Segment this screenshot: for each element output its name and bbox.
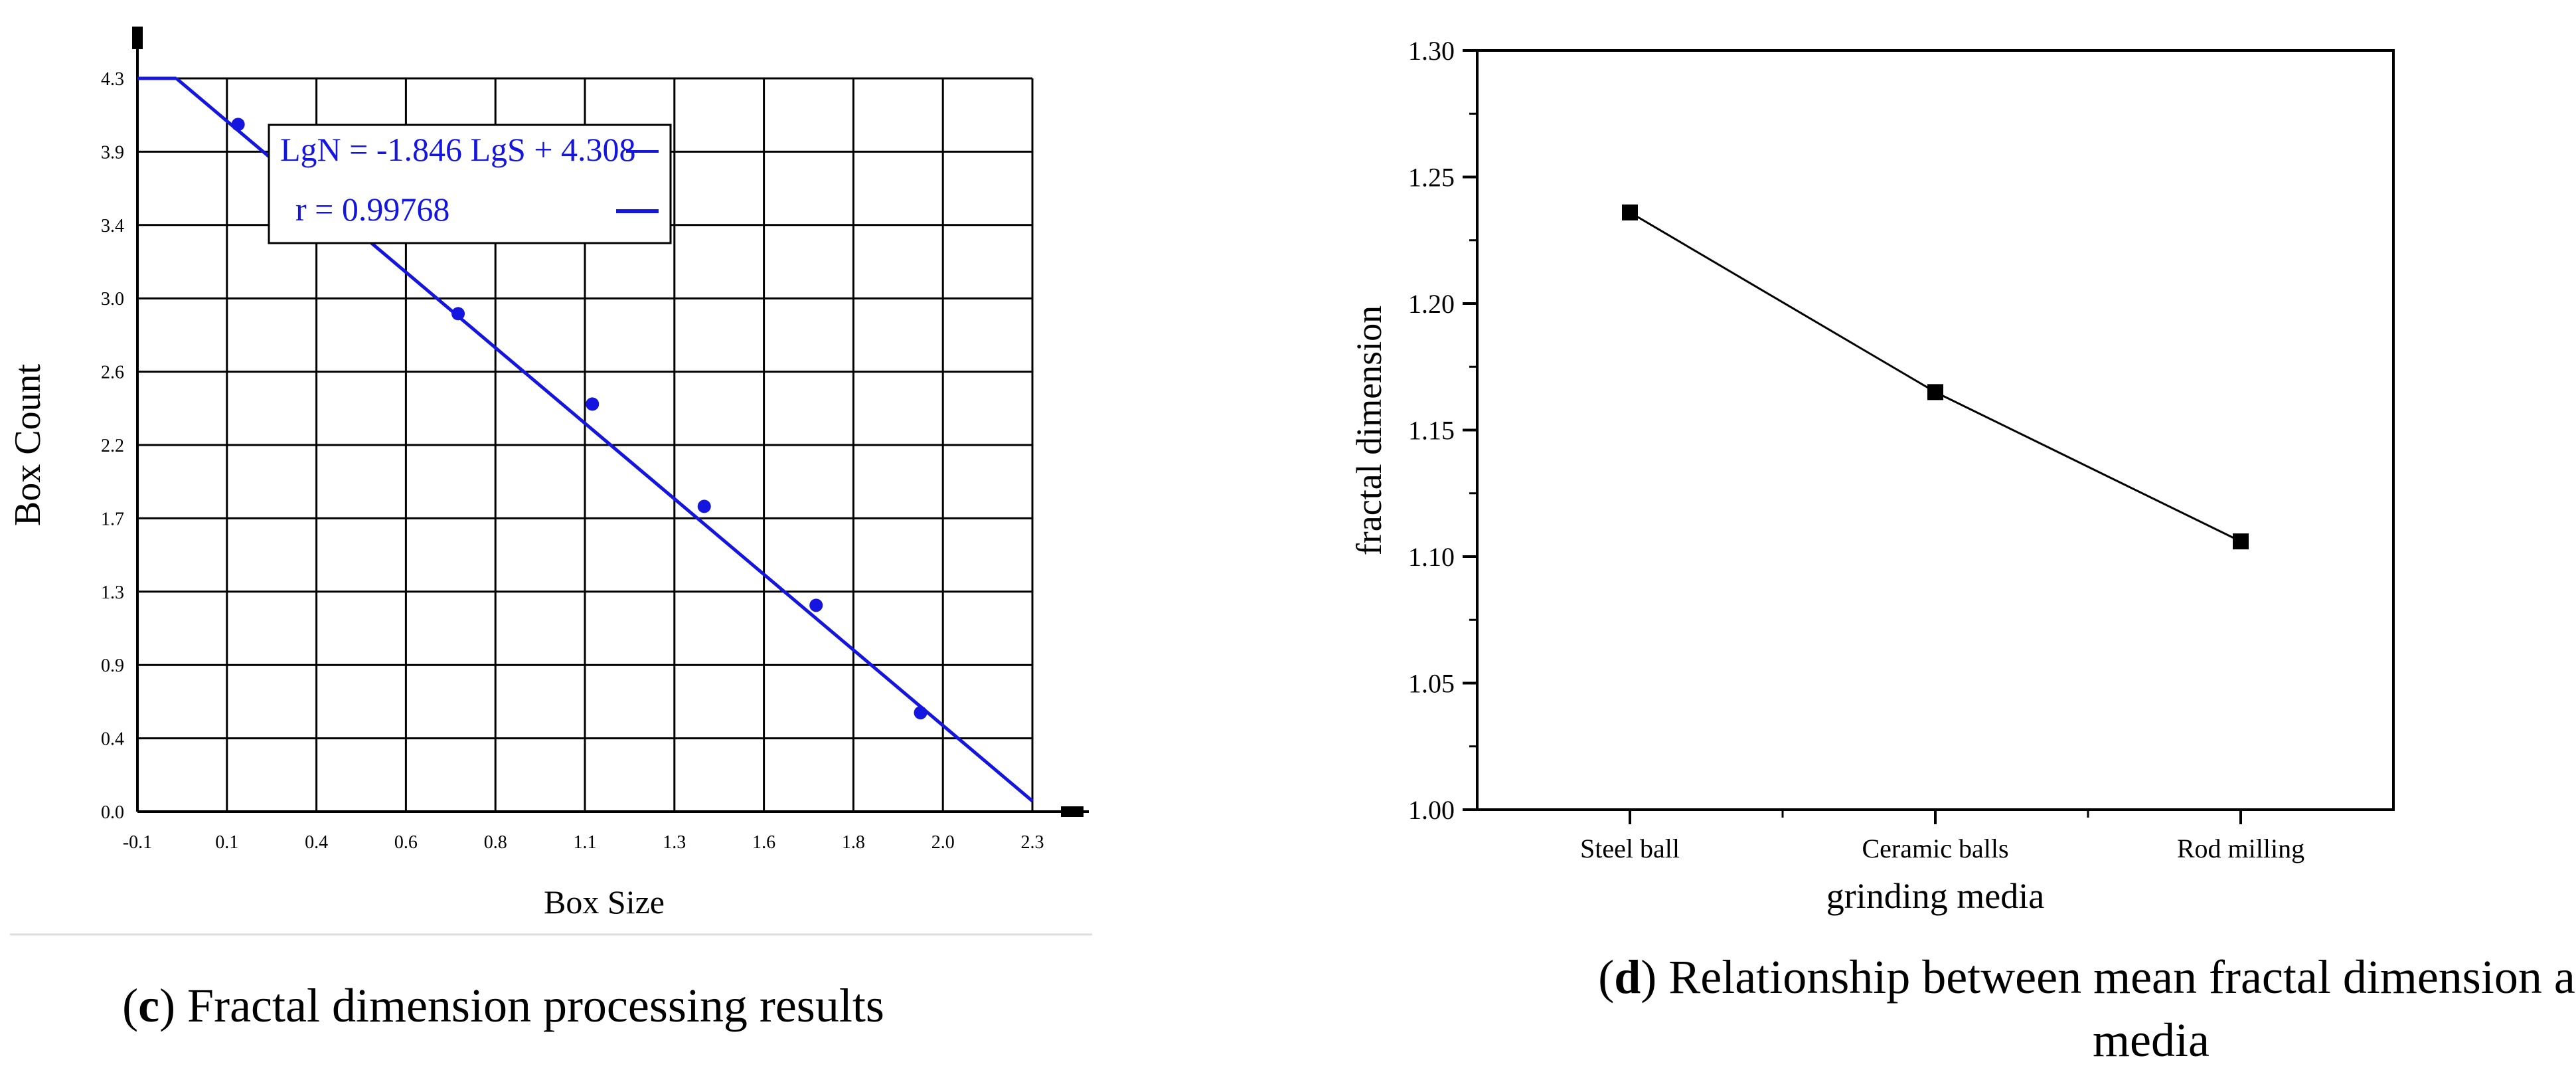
d-data-marker xyxy=(1927,384,1943,401)
c-y-tick-label: 3.4 xyxy=(101,216,124,236)
c-y-axis-label: Box Count xyxy=(7,363,48,526)
c-x-tick-labels: -0.1 0.1 0.4 0.6 0.8 1.1 1.3 1.6 1.8 2.0 2.3 xyxy=(123,832,1044,853)
c-caption: (c) Fractal dimension processing results xyxy=(122,979,884,1032)
d-x-tick-label: Ceramic balls xyxy=(1862,834,2008,863)
c-legend-frame xyxy=(268,124,672,244)
c-y-tick-label: 0.0 xyxy=(101,802,124,823)
d-y-tick-label: 1.20 xyxy=(1408,289,1455,319)
c-x-axis-label: Box Size xyxy=(544,883,665,921)
c-x-tick-label: 2.3 xyxy=(1021,832,1044,853)
c-y-tick-label: 2.6 xyxy=(101,363,124,383)
c-x-tick-label: 0.8 xyxy=(484,832,507,853)
d-x-tick-label: Rod milling xyxy=(2177,834,2304,863)
c-x-tick-label: 2.0 xyxy=(931,832,955,853)
c-x-tick-label: 1.1 xyxy=(574,832,597,853)
c-legend-equation: LgN = -1.846 LgS + 4.308 xyxy=(280,131,636,168)
c-y-tick-label: 1.7 xyxy=(101,509,124,529)
c-x-axis-arrow xyxy=(1061,806,1084,817)
c-caption-letter: c xyxy=(138,979,159,1032)
c-axes xyxy=(132,27,1089,817)
c-y-tick-label: 0.4 xyxy=(101,729,124,750)
c-x-tick-label: 0.1 xyxy=(215,832,238,853)
c-legend-box: LgN = -1.846 LgS + 4.308 r = 0.99768 xyxy=(268,124,672,244)
d-caption-line2: media xyxy=(2093,1014,2210,1067)
c-x-tick-label: 1.8 xyxy=(842,832,865,853)
c-y-tick-labels: 0.0 0.4 0.9 1.3 1.7 2.2 2.6 3.0 3.4 3.9 4.3 xyxy=(101,69,124,823)
c-y-tick-label: 0.9 xyxy=(101,656,124,676)
c-data-point xyxy=(809,598,823,612)
d-caption-line1: (d) Relationship between mean fractal di… xyxy=(1598,950,2576,1004)
d-y-tick-label: 1.10 xyxy=(1408,542,1455,572)
c-x-tick-label: 0.4 xyxy=(305,832,328,853)
c-y-tick-label: 4.3 xyxy=(101,69,124,90)
c-y-tick-label: 1.3 xyxy=(101,582,124,603)
c-y-tick-label: 3.0 xyxy=(101,289,124,310)
d-x-axis-label: grinding media xyxy=(1826,876,2044,916)
c-data-point xyxy=(697,499,711,513)
c-caption-text: ) Fractal dimension processing results xyxy=(159,979,884,1032)
d-series xyxy=(1622,204,2249,550)
c-data-point xyxy=(586,397,600,411)
c-x-tick-label: 0.6 xyxy=(394,832,418,853)
c-data-point xyxy=(231,118,245,132)
c-y-tick-label: 2.2 xyxy=(101,436,124,456)
d-series-line xyxy=(1629,211,2241,543)
d-y-axis-label: fractal dimension xyxy=(1349,306,1389,555)
c-x-tick-label: -0.1 xyxy=(123,832,152,853)
c-data-point xyxy=(451,307,465,321)
panel-d-grinding-media-plot: 1.00 1.05 1.10 1.15 1.20 1.25 1.30 Steel ball C… xyxy=(1349,36,2576,1067)
d-plot-frame xyxy=(1476,49,2395,811)
c-y-axis-arrow xyxy=(132,27,143,49)
d-caption-letter: d xyxy=(1614,950,1641,1004)
d-data-marker xyxy=(2233,533,2249,550)
d-data-marker xyxy=(1622,204,1638,221)
c-y-tick-label: 3.9 xyxy=(101,142,124,163)
d-caption-text: ) Relationship between mean fractal dime… xyxy=(1641,950,2576,1004)
c-data-points xyxy=(231,118,927,720)
c-legend-r-value: r = 0.99768 xyxy=(295,191,449,228)
d-x-tick-labels: Steel ball Ceramic balls Rod milling xyxy=(1580,810,2304,863)
d-y-tick-label: 1.15 xyxy=(1408,416,1455,446)
d-y-tick-label: 1.00 xyxy=(1408,795,1455,825)
d-y-tick-labels: 1.00 1.05 1.10 1.15 1.20 1.25 1.30 xyxy=(1408,36,1477,825)
c-data-point xyxy=(914,706,927,720)
c-x-tick-label: 1.3 xyxy=(663,832,686,853)
d-y-tick-label: 1.30 xyxy=(1408,36,1455,66)
c-x-tick-label: 1.6 xyxy=(752,832,775,853)
d-y-tick-label: 1.25 xyxy=(1408,163,1455,193)
d-x-tick-label: Steel ball xyxy=(1580,834,1680,863)
d-y-tick-label: 1.05 xyxy=(1408,669,1455,699)
panel-c-fractal-plot: -0.1 0.1 0.4 0.6 0.8 1.1 1.3 1.6 1.8 2.0 2.3 0.00.… xyxy=(7,27,1092,1032)
